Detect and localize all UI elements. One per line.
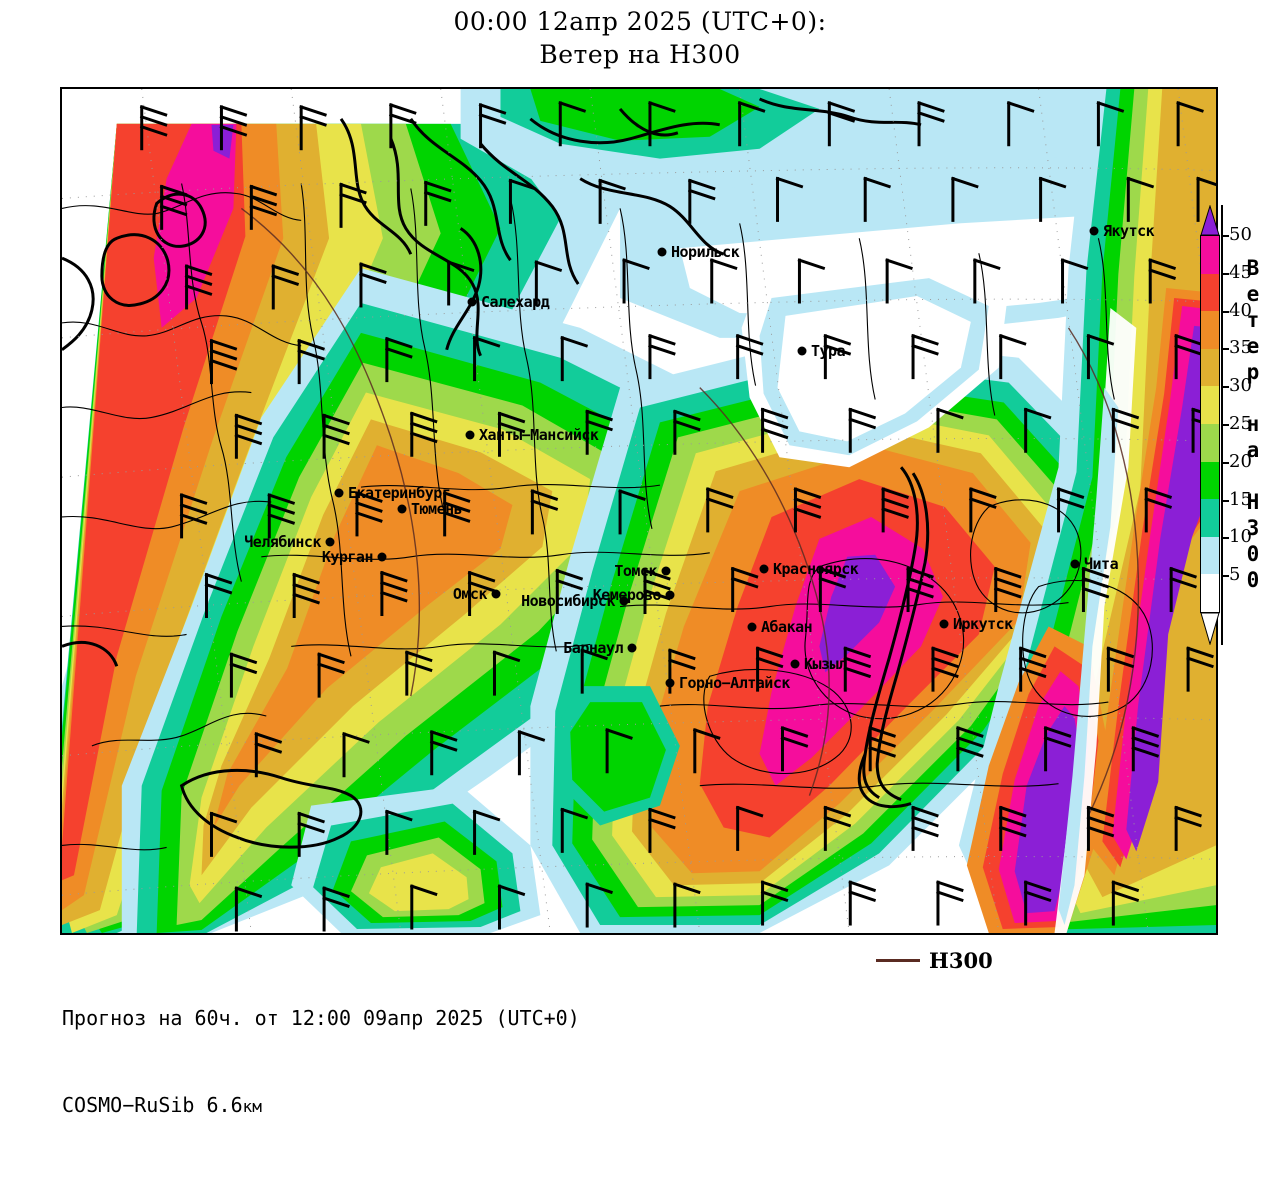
- colorbar-axis: [1221, 205, 1223, 645]
- colorbar-tick-label: 45: [1229, 261, 1252, 283]
- page-title: 00:00 12апр 2025 (UTC+0): Ветер на H300: [0, 6, 1280, 71]
- colorbar-tick: [1223, 424, 1229, 426]
- colorbar-tick: [1223, 461, 1229, 464]
- colorbar-segment: [1201, 574, 1219, 612]
- model-name: COSMO−RuSib 6.6: [62, 1093, 243, 1117]
- colorbar-segment: [1201, 423, 1219, 462]
- colorbar-segment: [1201, 311, 1219, 349]
- h300-legend: H300: [876, 948, 993, 973]
- colorbar-tick-label: 30: [1229, 375, 1252, 397]
- h300-legend-line: [876, 959, 920, 962]
- model-unit: км: [242, 1097, 262, 1116]
- colorbar-segment: [1201, 236, 1219, 274]
- colorbar-tick-label: 35: [1229, 337, 1252, 359]
- colorbar-tick: [1223, 386, 1229, 389]
- colorbar-tick-label: 10: [1229, 526, 1252, 548]
- colorbar-tick-label: 5: [1229, 564, 1241, 586]
- model-info: COSMO−RuSib 6.6км: [62, 1091, 580, 1120]
- footer-text: Прогноз на 60ч. от 12:00 09апр 2025 (UTC…: [62, 946, 580, 1178]
- colorbar-tick: [1223, 272, 1229, 275]
- colorbar-segments: [1200, 235, 1220, 613]
- colorbar-tick-label: 50: [1229, 224, 1252, 245]
- colorbar-segment: [1201, 273, 1219, 312]
- colorbar-segment: [1201, 386, 1219, 424]
- colorbar-tick-label: 25: [1229, 413, 1252, 434]
- colorbar-segment: [1201, 499, 1219, 537]
- colorbar-overflow-bottom: [1200, 612, 1220, 646]
- colorbar-segment: [1201, 536, 1219, 575]
- title-line-2: Ветер на H300: [539, 39, 741, 69]
- colorbar-tick: [1223, 499, 1229, 502]
- wind-field-plot: [62, 89, 1216, 933]
- h300-legend-label: H300: [929, 948, 993, 973]
- colorbar-tick-label: 15: [1229, 488, 1252, 510]
- colorbar: 5 10 15 20 25 30 35 40 45 50: [1198, 204, 1280, 646]
- colorbar-segment: [1201, 461, 1219, 500]
- colorbar-tick: [1223, 235, 1229, 237]
- colorbar-tick-label: 40: [1229, 299, 1252, 321]
- colorbar-tick: [1223, 348, 1229, 351]
- forecast-info: Прогноз на 60ч. от 12:00 09апр 2025 (UTC…: [62, 1006, 580, 1030]
- footer: Прогноз на 60ч. от 12:00 09апр 2025 (UTC…: [0, 946, 1280, 1117]
- weather-map[interactable]: Норильск Салехард Тура Якутск Ханты−Мансийск…: [60, 87, 1218, 935]
- colorbar-tick: [1223, 575, 1229, 578]
- colorbar-overflow-top: [1200, 204, 1220, 236]
- colorbar-segment: [1201, 348, 1219, 387]
- colorbar-tick-label: 20: [1229, 450, 1252, 472]
- colorbar-title: Ветер на H300: [1241, 256, 1265, 594]
- title-line-1: 00:00 12апр 2025 (UTC+0):: [453, 7, 827, 36]
- colorbar-tick: [1223, 310, 1229, 313]
- colorbar-tick: [1223, 537, 1229, 540]
